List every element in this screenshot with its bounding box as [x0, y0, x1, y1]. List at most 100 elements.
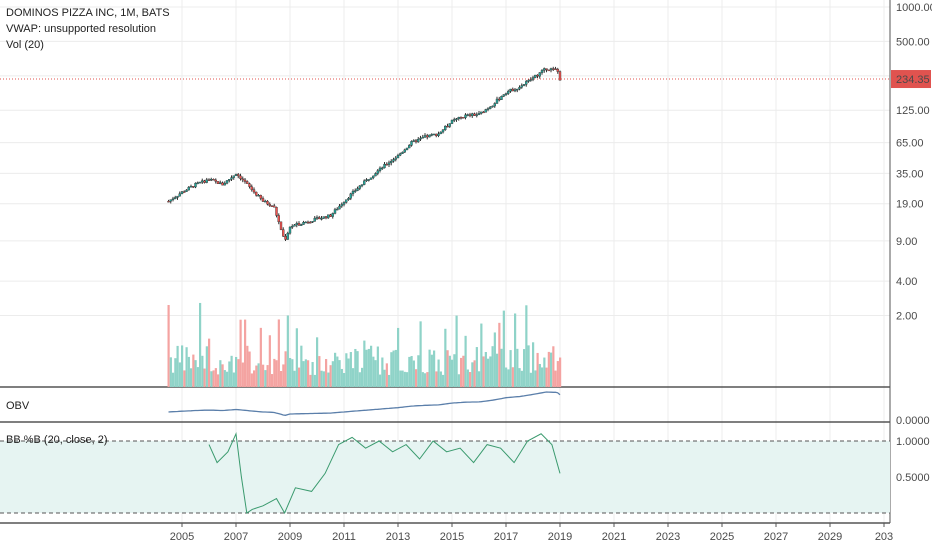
candle-body	[189, 186, 193, 188]
candle-body	[354, 190, 357, 192]
volume-bar	[199, 302, 202, 387]
candle-body	[486, 108, 490, 110]
candle-body	[304, 221, 307, 224]
price-tick-label: 19.00	[896, 199, 924, 211]
volume-bar	[520, 370, 523, 387]
volume-bar	[307, 360, 310, 387]
vwap-label[interactable]: VWAP: unsupported resolution	[6, 23, 157, 35]
candle-body	[302, 222, 305, 225]
candle-body	[441, 129, 445, 133]
volume-bar	[181, 345, 184, 387]
volume-bar	[219, 360, 222, 387]
candle-body	[194, 182, 197, 188]
volume-bar	[255, 365, 258, 387]
volume-bar	[259, 327, 262, 387]
volume-bar	[244, 319, 247, 387]
candle-body	[396, 154, 400, 159]
candle-body	[387, 162, 391, 165]
candle-body	[390, 160, 393, 164]
candle-body	[169, 199, 172, 202]
volume-bar	[403, 371, 406, 387]
volume-bar	[394, 349, 397, 387]
volume-bar	[550, 352, 553, 387]
candle-body	[491, 105, 494, 108]
candle-body	[327, 214, 330, 219]
candle-body	[315, 217, 319, 219]
candle-body	[286, 232, 289, 240]
candle-body	[558, 71, 562, 81]
volume-bar	[534, 370, 537, 387]
price-tick-label: 65.00	[896, 138, 924, 150]
volume-bar	[500, 348, 503, 387]
candle-body	[320, 218, 323, 220]
volume-bar	[340, 368, 343, 387]
candle-body	[552, 68, 555, 70]
volume-bar	[453, 354, 456, 387]
bb-percent-b-layer	[208, 431, 561, 515]
candle-body	[500, 96, 503, 100]
volume-bar	[358, 372, 361, 387]
candle-body	[198, 181, 202, 184]
candle-body	[516, 88, 519, 91]
volume-bar	[338, 360, 341, 387]
candle-body	[520, 85, 523, 88]
volume-bar	[437, 359, 440, 387]
bb-label[interactable]: BB %B (20, close, 2)	[6, 434, 108, 446]
volume-bar	[507, 369, 510, 387]
price-tick-label: 125.00	[896, 105, 930, 117]
candle-body	[297, 223, 301, 226]
volume-bar	[316, 337, 319, 387]
volume-bar	[388, 374, 391, 387]
candle-body	[509, 88, 512, 92]
volume-label[interactable]: Vol (20)	[6, 39, 44, 51]
candle-body	[261, 198, 265, 202]
volume-bar	[419, 321, 422, 387]
volume-bar	[248, 351, 251, 387]
candle-body	[513, 89, 517, 92]
candle-body	[187, 186, 190, 191]
volume-bar	[552, 346, 555, 387]
candle-body	[318, 217, 321, 220]
volume-bar	[196, 367, 199, 387]
volume-bar	[232, 372, 235, 387]
volume-bar	[343, 372, 346, 387]
time-tick-label: 2013	[386, 531, 410, 543]
candle-body	[230, 177, 233, 180]
candle-body	[392, 159, 395, 162]
volume-bar	[545, 367, 548, 387]
volume-bar	[491, 346, 494, 387]
candle-body	[331, 213, 334, 217]
price-tick-label: 4.00	[896, 276, 917, 288]
candle-body	[484, 109, 487, 113]
candle-body	[248, 183, 251, 187]
volume-bar	[212, 370, 215, 387]
candle-body	[423, 135, 427, 138]
candle-body	[417, 138, 420, 143]
candle-body	[410, 141, 413, 146]
volume-bar	[408, 356, 411, 387]
candle-body	[363, 180, 366, 185]
candle-body	[174, 197, 177, 200]
candle-body	[421, 137, 424, 139]
volume-bar	[322, 371, 325, 387]
obv-label[interactable]: OBV	[6, 400, 30, 412]
volume-bar	[417, 355, 420, 387]
volume-bar	[415, 369, 418, 387]
candle-body	[309, 222, 312, 224]
volume-bar	[538, 363, 541, 387]
volume-bar	[313, 374, 316, 387]
volume-bar	[370, 345, 373, 387]
symbol-title[interactable]: DOMINOS PIZZA INC, 1M, BATS	[6, 7, 170, 19]
volume-bar	[214, 368, 217, 387]
volume-bar	[448, 355, 451, 387]
obv-line-layer	[168, 391, 561, 416]
volume-bar	[262, 364, 265, 387]
volume-bar	[525, 305, 528, 387]
volume-bar	[376, 346, 379, 387]
candle-body	[295, 223, 298, 226]
volume-bar	[487, 358, 490, 387]
candle-body	[237, 174, 240, 177]
price-tick-label: 9.00	[896, 236, 917, 248]
candle-body	[372, 175, 375, 179]
